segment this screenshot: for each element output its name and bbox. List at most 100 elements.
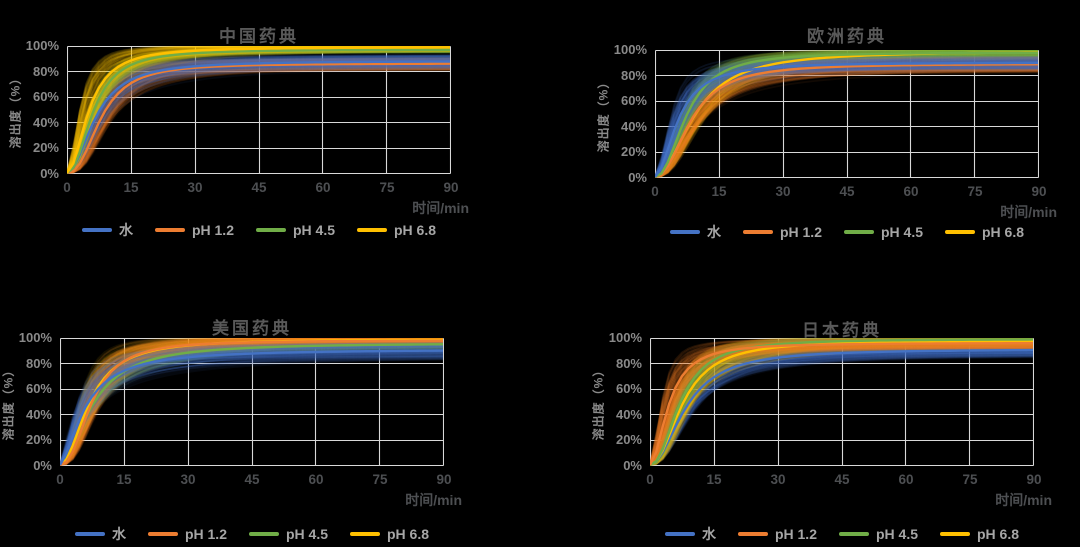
legend-item-ph-1-2: pH 1.2 bbox=[737, 526, 817, 542]
legend-line-swatch-ph-4-5 bbox=[248, 532, 279, 536]
x-axis-title: 时间/min bbox=[405, 492, 462, 508]
x-tick: 60 bbox=[315, 180, 331, 195]
x-tick: 90 bbox=[1031, 184, 1047, 199]
plot-area bbox=[655, 50, 1039, 178]
chart-jp-pharmacopoeia: 日本药典 溶出度（%） 100% 80% 60% 40% 20% 0% 0 15… bbox=[540, 274, 1080, 547]
y-axis-ticks: 100% 80% 60% 40% 20% 0% bbox=[586, 331, 642, 473]
y-tick: 0% bbox=[623, 458, 642, 473]
chart-cn-pharmacopoeia: 中国药典 溶出度（%） 100% 80% 60% 40% 20% 0% 0 15… bbox=[0, 0, 540, 273]
x-tick: 45 bbox=[834, 472, 850, 487]
legend-line-swatch-water bbox=[664, 532, 695, 536]
legend-item-ph-4-5: pH 4.5 bbox=[843, 224, 923, 240]
legend: 水 pH 1.2 pH 4.5 pH 6.8 bbox=[60, 524, 444, 544]
legend-item-ph-1-2: pH 1.2 bbox=[742, 224, 822, 240]
legend-label: 水 bbox=[706, 224, 721, 240]
chart-title: 美国药典 bbox=[212, 319, 292, 339]
y-tick: 80% bbox=[25, 356, 52, 371]
x-axis-title: 时间/min bbox=[412, 200, 469, 216]
legend-line-swatch-ph-4-5 bbox=[843, 230, 874, 234]
x-tick: 0 bbox=[56, 472, 64, 487]
x-tick: 0 bbox=[63, 180, 71, 195]
legend-line-swatch-ph-1-2 bbox=[737, 532, 768, 536]
y-tick: 60% bbox=[25, 381, 52, 396]
legend-label: 水 bbox=[111, 526, 126, 542]
x-tick: 45 bbox=[244, 472, 260, 487]
x-axis-ticks: 0 15 30 45 60 75 90 bbox=[646, 472, 1041, 488]
plot-area bbox=[67, 46, 451, 174]
legend-label: pH 6.8 bbox=[977, 526, 1020, 542]
x-tick: 45 bbox=[251, 180, 267, 195]
y-tick: 80% bbox=[32, 64, 59, 79]
legend-line-swatch-ph-6-8 bbox=[350, 532, 380, 536]
legend-line-swatch-ph-6-8 bbox=[945, 230, 975, 234]
y-tick: 100% bbox=[613, 42, 647, 57]
y-axis-ticks: 100% 80% 60% 40% 20% 0% bbox=[3, 39, 59, 181]
y-tick: 40% bbox=[25, 407, 52, 422]
legend-item-ph-4-5: pH 4.5 bbox=[838, 526, 918, 542]
y-tick: 100% bbox=[25, 38, 59, 53]
y-tick: 0% bbox=[33, 458, 52, 473]
y-tick: 20% bbox=[615, 432, 642, 447]
x-tick: 60 bbox=[308, 472, 324, 487]
y-axis-ticks: 100% 80% 60% 40% 20% 0% bbox=[591, 43, 647, 185]
legend-label: pH 1.2 bbox=[774, 526, 817, 542]
y-tick: 100% bbox=[608, 330, 642, 345]
y-axis-ticks: 100% 80% 60% 40% 20% 0% bbox=[0, 331, 52, 473]
legend-line-swatch-water bbox=[74, 532, 105, 536]
x-tick: 90 bbox=[443, 180, 459, 195]
legend: 水 pH 1.2 pH 4.5 pH 6.8 bbox=[650, 524, 1034, 544]
legend-label: pH 4.5 bbox=[875, 526, 918, 542]
y-tick: 40% bbox=[615, 407, 642, 422]
legend-line-swatch-ph-4-5 bbox=[255, 228, 286, 232]
legend-label: 水 bbox=[701, 526, 716, 542]
legend-item-ph-6-8: pH 6.8 bbox=[940, 526, 1019, 542]
x-tick: 0 bbox=[646, 472, 654, 487]
legend-line-swatch-ph-6-8 bbox=[357, 228, 387, 232]
x-axis-ticks: 0 15 30 45 60 75 90 bbox=[63, 180, 458, 196]
legend-label: pH 6.8 bbox=[387, 526, 430, 542]
x-tick: 60 bbox=[898, 472, 914, 487]
y-tick: 0% bbox=[40, 166, 59, 181]
legend-label: pH 1.2 bbox=[191, 222, 234, 238]
y-tick: 60% bbox=[615, 381, 642, 396]
legend-line-swatch-ph-1-2 bbox=[147, 532, 178, 536]
x-tick: 75 bbox=[372, 472, 388, 487]
legend-label: pH 4.5 bbox=[880, 224, 923, 240]
chart-us-pharmacopoeia: 美国药典 溶出度（%） 100% 80% 60% 40% 20% 0% 0 15… bbox=[0, 274, 540, 547]
x-tick: 30 bbox=[770, 472, 786, 487]
y-tick: 20% bbox=[32, 140, 59, 155]
plot-area bbox=[60, 338, 444, 466]
plot-area bbox=[650, 338, 1034, 466]
x-tick: 75 bbox=[379, 180, 395, 195]
legend-item-ph-6-8: pH 6.8 bbox=[357, 222, 436, 238]
y-tick: 80% bbox=[620, 68, 647, 83]
y-tick: 0% bbox=[628, 170, 647, 185]
legend-item-ph-4-5: pH 4.5 bbox=[255, 222, 335, 238]
y-tick: 100% bbox=[18, 330, 52, 345]
y-tick: 20% bbox=[25, 432, 52, 447]
legend-label: 水 bbox=[118, 222, 133, 238]
legend-item-water: 水 bbox=[669, 222, 721, 242]
legend-item-water: 水 bbox=[664, 524, 716, 544]
y-tick: 60% bbox=[32, 89, 59, 104]
legend-label: pH 1.2 bbox=[779, 224, 822, 240]
y-tick: 40% bbox=[32, 115, 59, 130]
x-tick: 15 bbox=[706, 472, 722, 487]
x-tick: 90 bbox=[436, 472, 452, 487]
x-tick: 15 bbox=[116, 472, 132, 487]
legend-item-water: 水 bbox=[81, 220, 133, 240]
legend-line-swatch-water bbox=[81, 228, 112, 232]
x-axis-ticks: 0 15 30 45 60 75 90 bbox=[651, 184, 1046, 200]
x-tick: 75 bbox=[967, 184, 983, 199]
legend-item-ph-1-2: pH 1.2 bbox=[147, 526, 227, 542]
legend-label: pH 6.8 bbox=[394, 222, 437, 238]
legend: 水 pH 1.2 pH 4.5 pH 6.8 bbox=[655, 222, 1039, 242]
chart-title: 欧洲药典 bbox=[807, 27, 887, 47]
legend-item-water: 水 bbox=[74, 524, 126, 544]
legend-label: pH 4.5 bbox=[285, 526, 328, 542]
x-tick: 15 bbox=[711, 184, 727, 199]
legend-label: pH 1.2 bbox=[184, 526, 227, 542]
y-tick: 40% bbox=[620, 119, 647, 134]
x-axis-ticks: 0 15 30 45 60 75 90 bbox=[56, 472, 451, 488]
